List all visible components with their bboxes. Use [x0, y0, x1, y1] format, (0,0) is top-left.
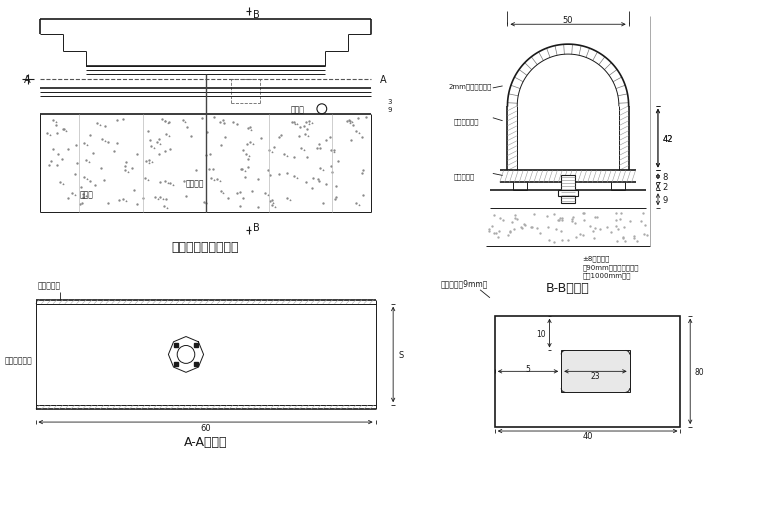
Text: 5: 5: [526, 364, 530, 373]
Text: 9: 9: [663, 195, 668, 205]
Text: 铝合金垫块9mm厚: 铝合金垫块9mm厚: [441, 279, 489, 288]
Text: B-B剖面图: B-B剖面图: [546, 281, 590, 294]
Bar: [561, 176, 575, 204]
Text: 铝合金垫块: 铝合金垫块: [454, 173, 475, 179]
Bar: [559, 191, 578, 197]
Text: 2mm厚铝合金齿牙: 2mm厚铝合金齿牙: [449, 83, 492, 90]
Text: 3: 3: [388, 98, 392, 105]
Text: S: S: [398, 350, 404, 359]
Text: 60: 60: [200, 423, 211, 432]
Text: 中距1000mm左右: 中距1000mm左右: [583, 272, 632, 279]
Text: 铝合金齿牙: 铝合金齿牙: [37, 281, 61, 290]
Text: 8: 8: [663, 173, 668, 182]
Bar: [495, 316, 680, 427]
Text: A-A剖面图: A-A剖面图: [184, 435, 227, 448]
Text: 23: 23: [591, 371, 600, 380]
Text: B: B: [253, 223, 260, 233]
Text: 铝合金道牙侧立面图: 铝合金道牙侧立面图: [172, 240, 239, 254]
Text: 铝垫块: 铝垫块: [80, 190, 93, 199]
Text: 80: 80: [694, 367, 704, 376]
Text: 10: 10: [536, 329, 546, 338]
Text: 40: 40: [582, 432, 593, 440]
Text: 渗水孔: 渗水孔: [290, 105, 304, 114]
Text: 铝合金齿牙层: 铝合金齿牙层: [5, 355, 33, 364]
Text: A: A: [24, 75, 31, 85]
Text: ±8线管螺栓: ±8线管螺栓: [583, 255, 610, 261]
Text: 铝合金齿牙层: 铝合金齿牙层: [454, 118, 480, 125]
Text: 42: 42: [663, 134, 673, 143]
Text: 42: 42: [663, 134, 673, 143]
Bar: [561, 351, 629, 392]
Text: 50: 50: [563, 16, 573, 25]
Text: A: A: [380, 75, 387, 85]
Text: 2: 2: [663, 182, 668, 191]
Text: B: B: [253, 10, 260, 20]
Text: 沉管螺栓: 沉管螺栓: [186, 179, 204, 187]
Text: 9: 9: [388, 107, 392, 113]
Text: 长90mm打入型腔边沿内: 长90mm打入型腔边沿内: [583, 264, 639, 270]
